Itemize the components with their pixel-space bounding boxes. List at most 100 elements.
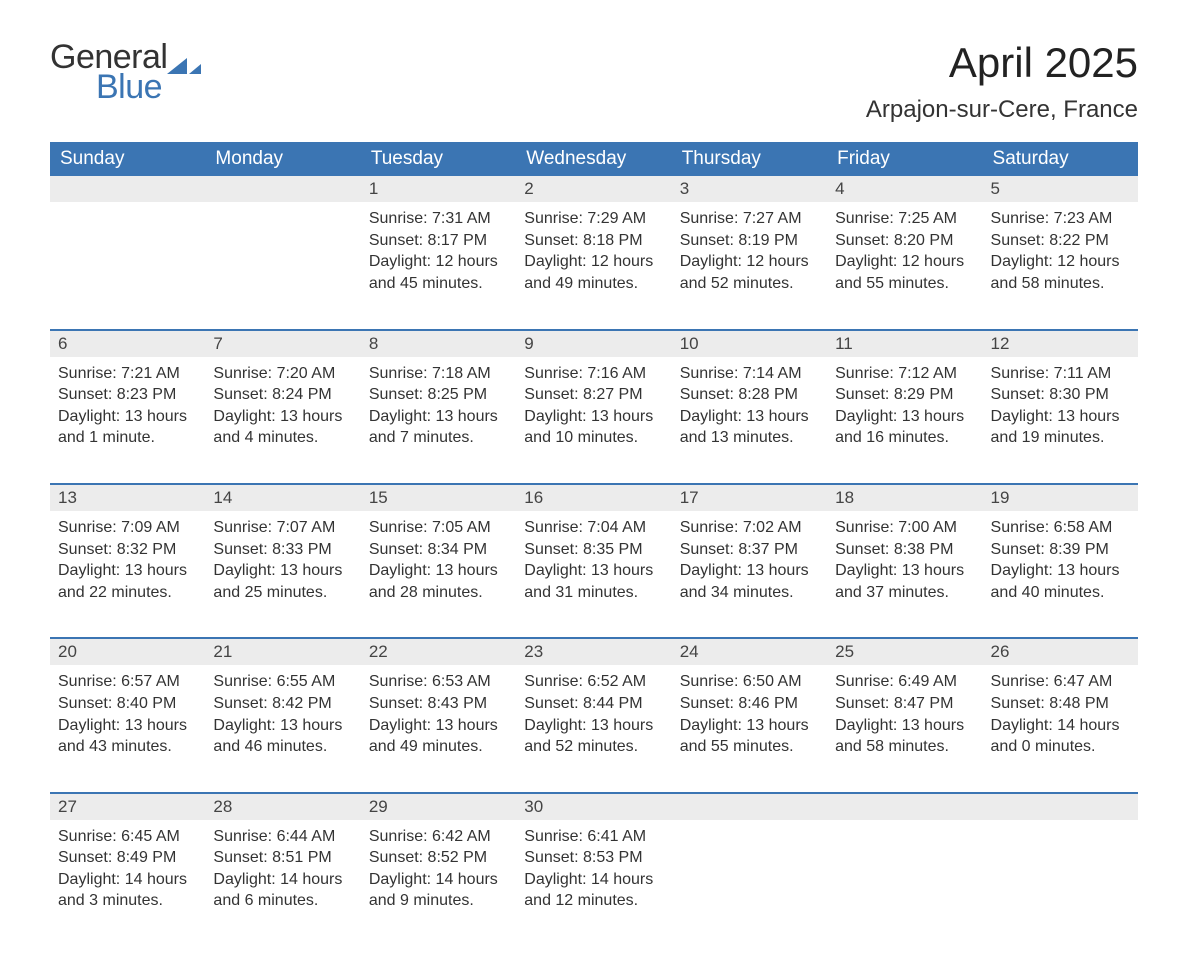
sunset-text: Sunset: 8:32 PM (58, 539, 197, 561)
dow-sunday: Sunday (50, 142, 205, 176)
day-body: Sunrise: 6:41 AMSunset: 8:53 PMDaylight:… (516, 820, 671, 912)
sunset-text: Sunset: 8:42 PM (213, 693, 352, 715)
dow-tuesday: Tuesday (361, 142, 516, 176)
day-number: 21 (205, 639, 360, 665)
daylight-text: Daylight: 13 hours and 34 minutes. (680, 560, 819, 603)
day-body: Sunrise: 6:45 AMSunset: 8:49 PMDaylight:… (50, 820, 205, 912)
day-cell: 15Sunrise: 7:05 AMSunset: 8:34 PMDayligh… (361, 485, 516, 613)
daylight-text: Daylight: 13 hours and 13 minutes. (680, 406, 819, 449)
sunrise-text: Sunrise: 6:53 AM (369, 671, 508, 693)
sunrise-text: Sunrise: 6:52 AM (524, 671, 663, 693)
day-body: Sunrise: 6:55 AMSunset: 8:42 PMDaylight:… (205, 665, 360, 757)
sunset-text: Sunset: 8:19 PM (680, 230, 819, 252)
day-cell (827, 794, 982, 922)
week-row: 6Sunrise: 7:21 AMSunset: 8:23 PMDaylight… (50, 329, 1138, 459)
sunrise-text: Sunrise: 7:11 AM (991, 363, 1130, 385)
day-cell: 24Sunrise: 6:50 AMSunset: 8:46 PMDayligh… (672, 639, 827, 767)
day-body: Sunrise: 7:29 AMSunset: 8:18 PMDaylight:… (516, 202, 671, 294)
header: General Blue April 2025 Arpajon-sur-Cere… (50, 40, 1138, 124)
day-number: 13 (50, 485, 205, 511)
day-cell: 6Sunrise: 7:21 AMSunset: 8:23 PMDaylight… (50, 331, 205, 459)
day-number: 23 (516, 639, 671, 665)
daylight-text: Daylight: 14 hours and 3 minutes. (58, 869, 197, 912)
day-body: Sunrise: 7:16 AMSunset: 8:27 PMDaylight:… (516, 357, 671, 449)
daylight-text: Daylight: 13 hours and 1 minute. (58, 406, 197, 449)
day-cell: 19Sunrise: 6:58 AMSunset: 8:39 PMDayligh… (983, 485, 1138, 613)
day-number: 5 (983, 176, 1138, 202)
daylight-text: Daylight: 12 hours and 45 minutes. (369, 251, 508, 294)
day-body (672, 820, 827, 900)
sunrise-text: Sunrise: 6:55 AM (213, 671, 352, 693)
day-number (827, 794, 982, 820)
day-cell: 13Sunrise: 7:09 AMSunset: 8:32 PMDayligh… (50, 485, 205, 613)
day-number: 22 (361, 639, 516, 665)
day-cell: 29Sunrise: 6:42 AMSunset: 8:52 PMDayligh… (361, 794, 516, 922)
day-cell: 8Sunrise: 7:18 AMSunset: 8:25 PMDaylight… (361, 331, 516, 459)
day-number: 30 (516, 794, 671, 820)
day-body: Sunrise: 6:47 AMSunset: 8:48 PMDaylight:… (983, 665, 1138, 757)
sunrise-text: Sunrise: 7:00 AM (835, 517, 974, 539)
day-cell: 22Sunrise: 6:53 AMSunset: 8:43 PMDayligh… (361, 639, 516, 767)
brand-logo: General Blue (50, 40, 203, 104)
sunrise-text: Sunrise: 7:20 AM (213, 363, 352, 385)
sunset-text: Sunset: 8:24 PM (213, 384, 352, 406)
sunrise-text: Sunrise: 7:16 AM (524, 363, 663, 385)
daylight-text: Daylight: 13 hours and 43 minutes. (58, 715, 197, 758)
location-label: Arpajon-sur-Cere, France (866, 96, 1138, 124)
sunset-text: Sunset: 8:33 PM (213, 539, 352, 561)
sunrise-text: Sunrise: 6:45 AM (58, 826, 197, 848)
sunrise-text: Sunrise: 7:14 AM (680, 363, 819, 385)
daylight-text: Daylight: 12 hours and 49 minutes. (524, 251, 663, 294)
day-number (205, 176, 360, 202)
sunrise-text: Sunrise: 6:57 AM (58, 671, 197, 693)
sunset-text: Sunset: 8:28 PM (680, 384, 819, 406)
sunrise-text: Sunrise: 6:42 AM (369, 826, 508, 848)
day-body: Sunrise: 7:21 AMSunset: 8:23 PMDaylight:… (50, 357, 205, 449)
sunrise-text: Sunrise: 7:18 AM (369, 363, 508, 385)
day-cell: 4Sunrise: 7:25 AMSunset: 8:20 PMDaylight… (827, 176, 982, 304)
day-body: Sunrise: 7:11 AMSunset: 8:30 PMDaylight:… (983, 357, 1138, 449)
day-body: Sunrise: 6:53 AMSunset: 8:43 PMDaylight:… (361, 665, 516, 757)
sunrise-text: Sunrise: 6:41 AM (524, 826, 663, 848)
sunrise-text: Sunrise: 7:29 AM (524, 208, 663, 230)
day-body: Sunrise: 7:20 AMSunset: 8:24 PMDaylight:… (205, 357, 360, 449)
sunset-text: Sunset: 8:48 PM (991, 693, 1130, 715)
day-body: Sunrise: 7:07 AMSunset: 8:33 PMDaylight:… (205, 511, 360, 603)
day-number (672, 794, 827, 820)
day-number: 10 (672, 331, 827, 357)
day-body: Sunrise: 7:14 AMSunset: 8:28 PMDaylight:… (672, 357, 827, 449)
day-number: 12 (983, 331, 1138, 357)
day-number: 1 (361, 176, 516, 202)
day-cell: 17Sunrise: 7:02 AMSunset: 8:37 PMDayligh… (672, 485, 827, 613)
title-block: April 2025 Arpajon-sur-Cere, France (866, 40, 1138, 124)
sunrise-text: Sunrise: 7:02 AM (680, 517, 819, 539)
sunset-text: Sunset: 8:38 PM (835, 539, 974, 561)
day-number: 28 (205, 794, 360, 820)
day-number: 24 (672, 639, 827, 665)
dow-monday: Monday (205, 142, 360, 176)
sunset-text: Sunset: 8:34 PM (369, 539, 508, 561)
day-body: Sunrise: 7:27 AMSunset: 8:19 PMDaylight:… (672, 202, 827, 294)
day-cell: 16Sunrise: 7:04 AMSunset: 8:35 PMDayligh… (516, 485, 671, 613)
sunset-text: Sunset: 8:39 PM (991, 539, 1130, 561)
sunset-text: Sunset: 8:37 PM (680, 539, 819, 561)
sunset-text: Sunset: 8:40 PM (58, 693, 197, 715)
sunset-text: Sunset: 8:29 PM (835, 384, 974, 406)
day-cell: 11Sunrise: 7:12 AMSunset: 8:29 PMDayligh… (827, 331, 982, 459)
day-number: 2 (516, 176, 671, 202)
sunset-text: Sunset: 8:51 PM (213, 847, 352, 869)
day-body: Sunrise: 6:49 AMSunset: 8:47 PMDaylight:… (827, 665, 982, 757)
day-cell (983, 794, 1138, 922)
sunrise-text: Sunrise: 6:49 AM (835, 671, 974, 693)
daylight-text: Daylight: 12 hours and 58 minutes. (991, 251, 1130, 294)
day-cell (205, 176, 360, 304)
daylight-text: Daylight: 13 hours and 49 minutes. (369, 715, 508, 758)
daylight-text: Daylight: 13 hours and 58 minutes. (835, 715, 974, 758)
day-cell: 25Sunrise: 6:49 AMSunset: 8:47 PMDayligh… (827, 639, 982, 767)
sunset-text: Sunset: 8:17 PM (369, 230, 508, 252)
day-number: 25 (827, 639, 982, 665)
day-body: Sunrise: 7:02 AMSunset: 8:37 PMDaylight:… (672, 511, 827, 603)
sunset-text: Sunset: 8:53 PM (524, 847, 663, 869)
day-cell: 28Sunrise: 6:44 AMSunset: 8:51 PMDayligh… (205, 794, 360, 922)
daylight-text: Daylight: 13 hours and 52 minutes. (524, 715, 663, 758)
